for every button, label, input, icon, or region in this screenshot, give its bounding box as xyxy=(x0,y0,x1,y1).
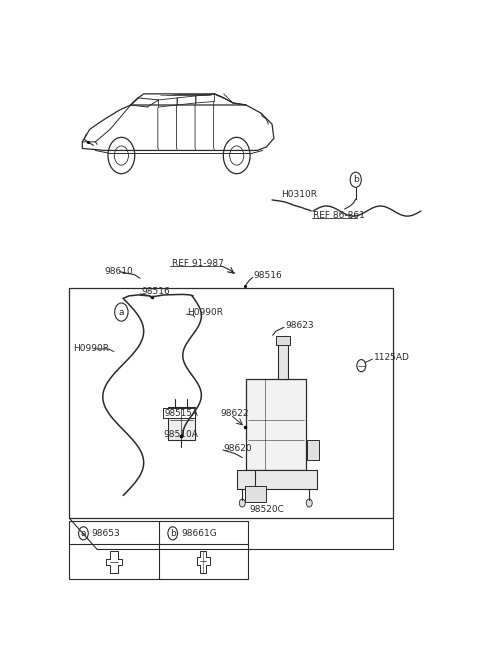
Text: REF 91-987: REF 91-987 xyxy=(172,258,224,268)
Text: 98622: 98622 xyxy=(221,409,249,418)
Circle shape xyxy=(306,499,312,507)
Bar xyxy=(246,379,305,470)
Bar xyxy=(276,336,290,345)
Text: b: b xyxy=(353,175,359,184)
Text: 98510A: 98510A xyxy=(163,430,198,440)
Bar xyxy=(69,289,393,518)
Text: 98516: 98516 xyxy=(253,271,282,280)
Bar xyxy=(69,521,248,579)
Text: 98610: 98610 xyxy=(105,267,133,276)
Text: 98515A: 98515A xyxy=(165,409,199,418)
Bar xyxy=(163,408,195,418)
Text: 98623: 98623 xyxy=(285,321,314,330)
Text: 1125AD: 1125AD xyxy=(374,353,410,362)
Text: H0990R: H0990R xyxy=(73,344,109,354)
Circle shape xyxy=(240,499,245,507)
Text: 98653: 98653 xyxy=(92,529,120,538)
Text: H0310R: H0310R xyxy=(281,190,317,199)
Bar xyxy=(245,486,266,501)
Text: H0990R: H0990R xyxy=(187,308,223,317)
Text: 98620: 98620 xyxy=(224,444,252,453)
Text: 98661G: 98661G xyxy=(181,529,216,538)
Text: 98520C: 98520C xyxy=(250,504,285,514)
Text: a: a xyxy=(81,529,86,538)
Text: 98516: 98516 xyxy=(141,287,170,297)
Bar xyxy=(307,440,319,460)
Bar xyxy=(168,407,195,440)
Bar xyxy=(277,341,288,379)
Text: a: a xyxy=(119,308,124,317)
Bar xyxy=(237,470,317,489)
Text: b: b xyxy=(170,529,176,538)
Text: REF 86-861: REF 86-861 xyxy=(313,211,365,220)
